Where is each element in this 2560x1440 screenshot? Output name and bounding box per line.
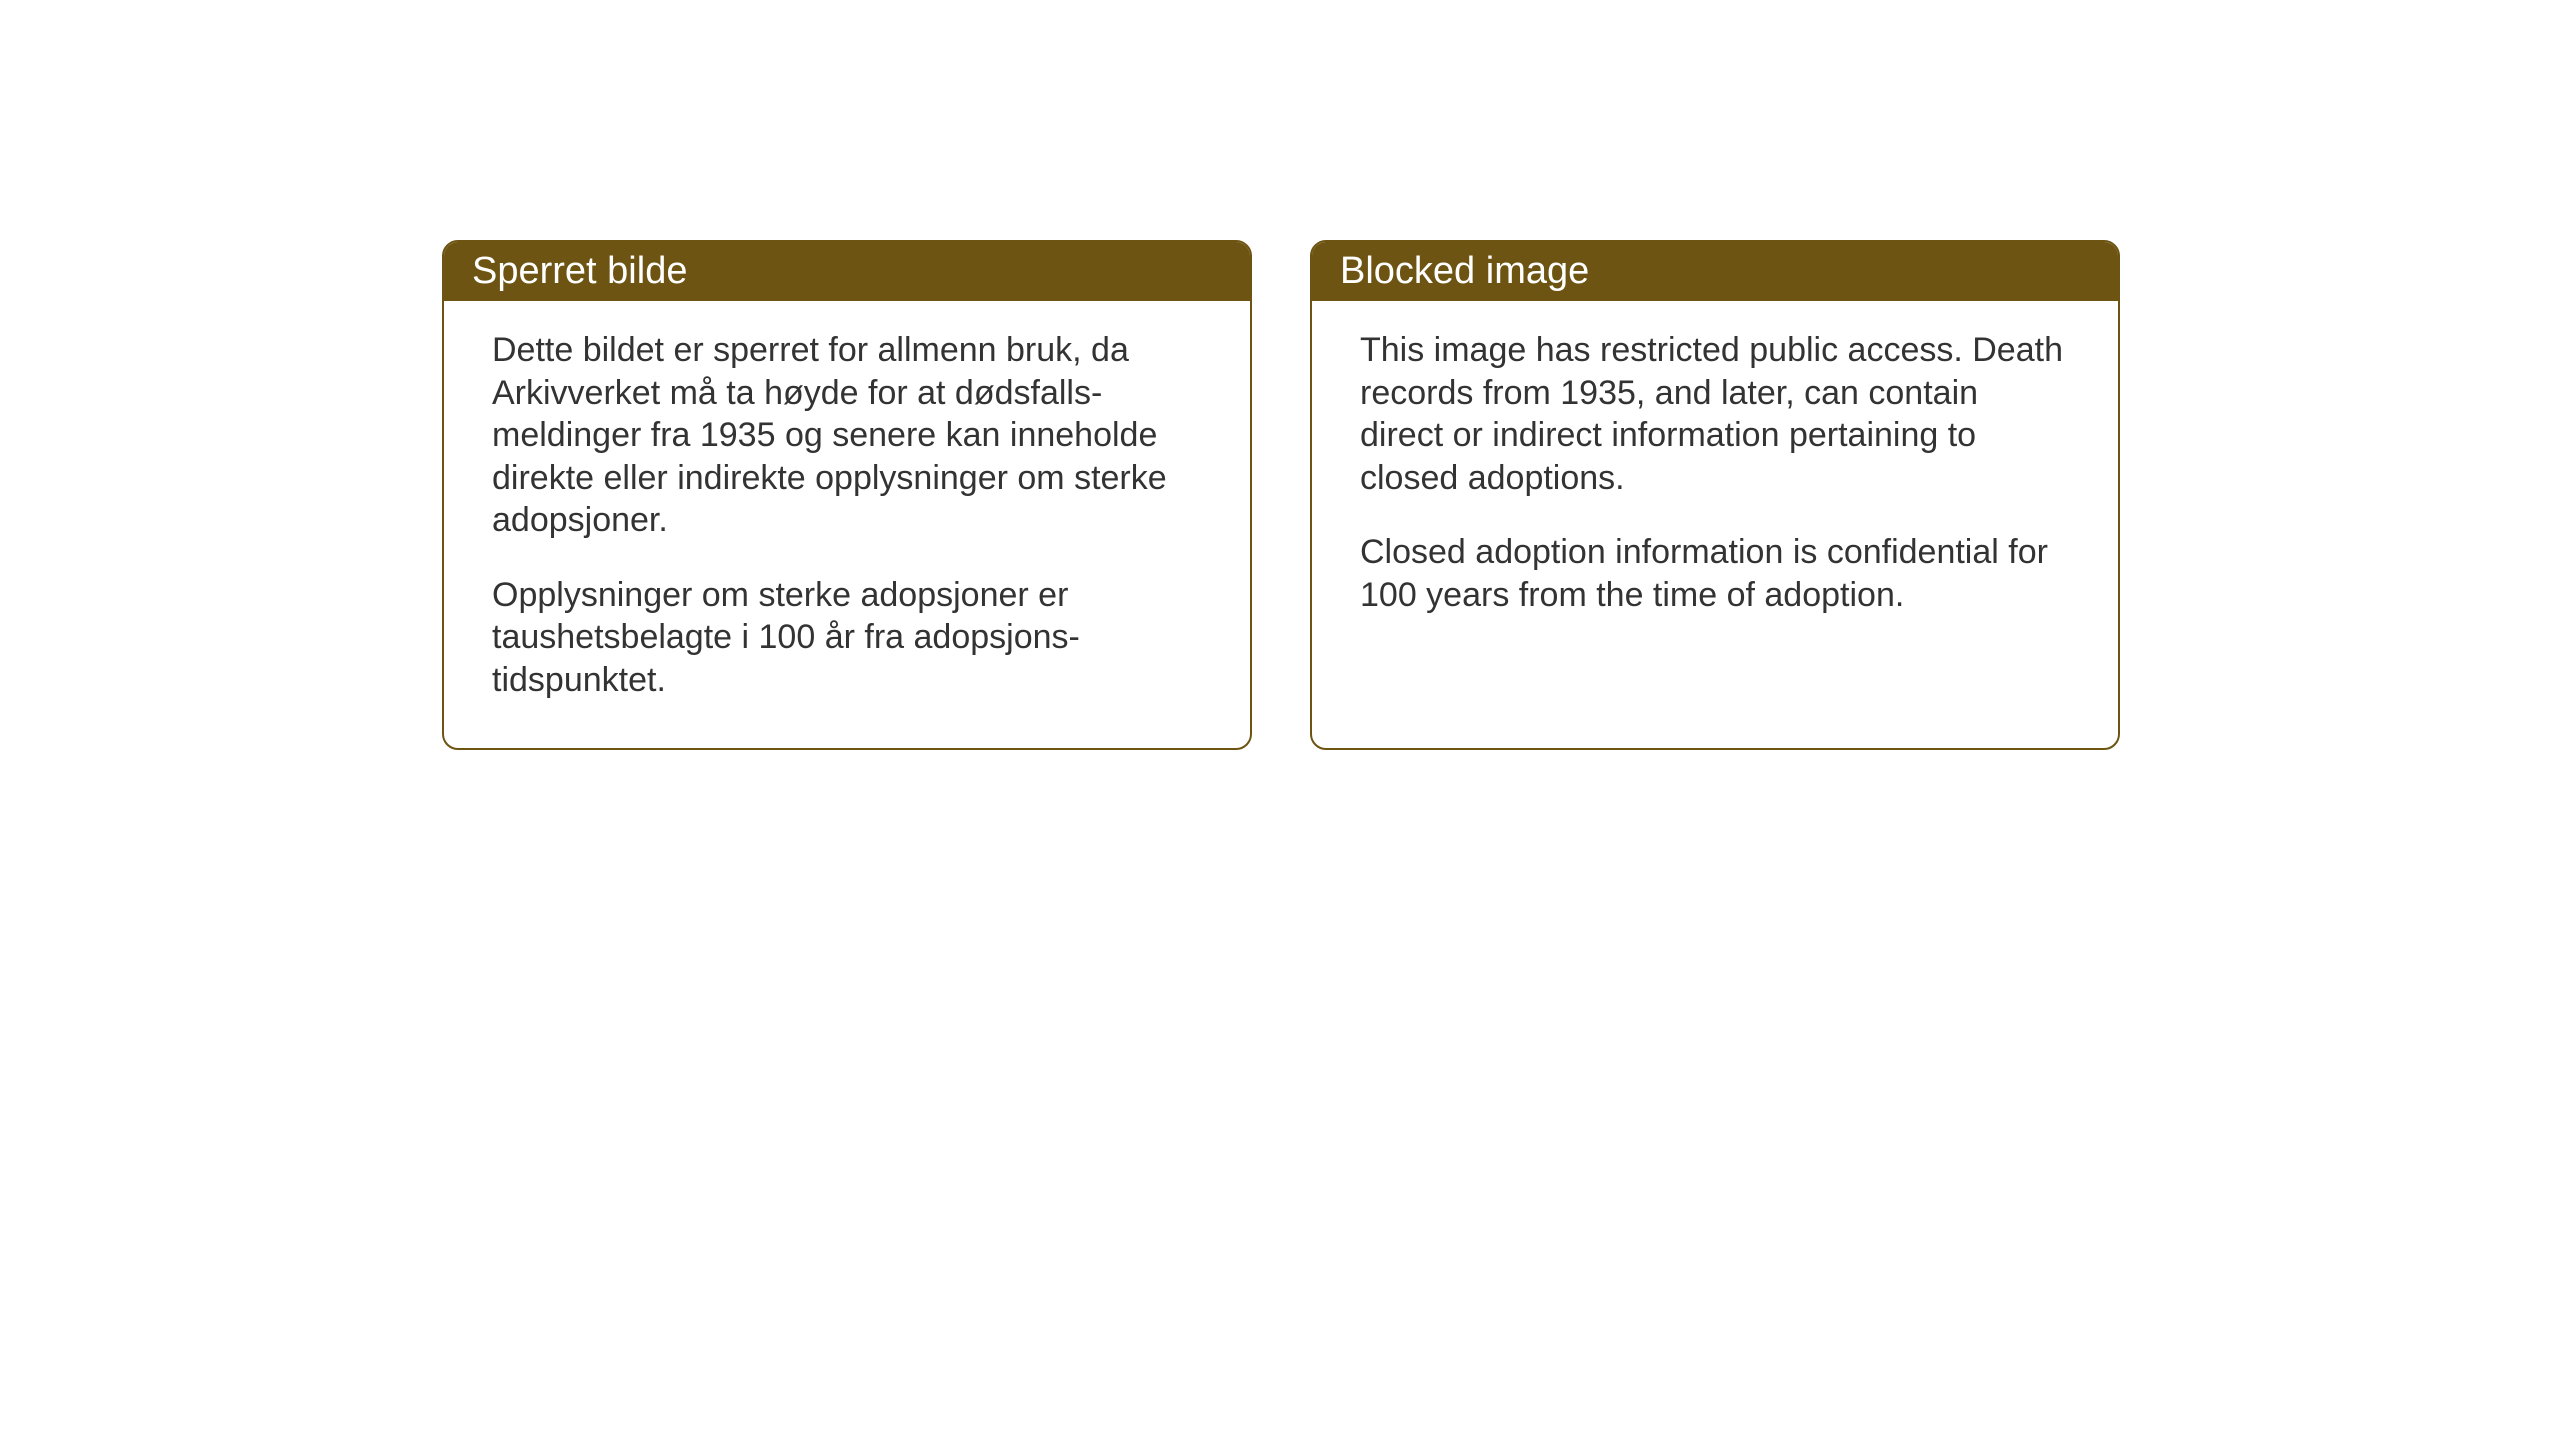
notice-body-norwegian: Dette bildet er sperret for allmenn bruk… (444, 301, 1250, 741)
notice-paragraph-2-norwegian: Opplysninger om sterke adopsjoner er tau… (492, 574, 1202, 702)
notice-container: Sperret bilde Dette bildet er sperret fo… (442, 240, 2120, 750)
notice-paragraph-1-norwegian: Dette bildet er sperret for allmenn bruk… (492, 329, 1202, 542)
notice-title-english: Blocked image (1312, 242, 2118, 301)
notice-title-norwegian: Sperret bilde (444, 242, 1250, 301)
notice-paragraph-2-english: Closed adoption information is confident… (1360, 531, 2070, 616)
notice-card-norwegian: Sperret bilde Dette bildet er sperret fo… (442, 240, 1252, 750)
notice-body-english: This image has restricted public access.… (1312, 301, 2118, 656)
notice-card-english: Blocked image This image has restricted … (1310, 240, 2120, 750)
notice-paragraph-1-english: This image has restricted public access.… (1360, 329, 2070, 499)
